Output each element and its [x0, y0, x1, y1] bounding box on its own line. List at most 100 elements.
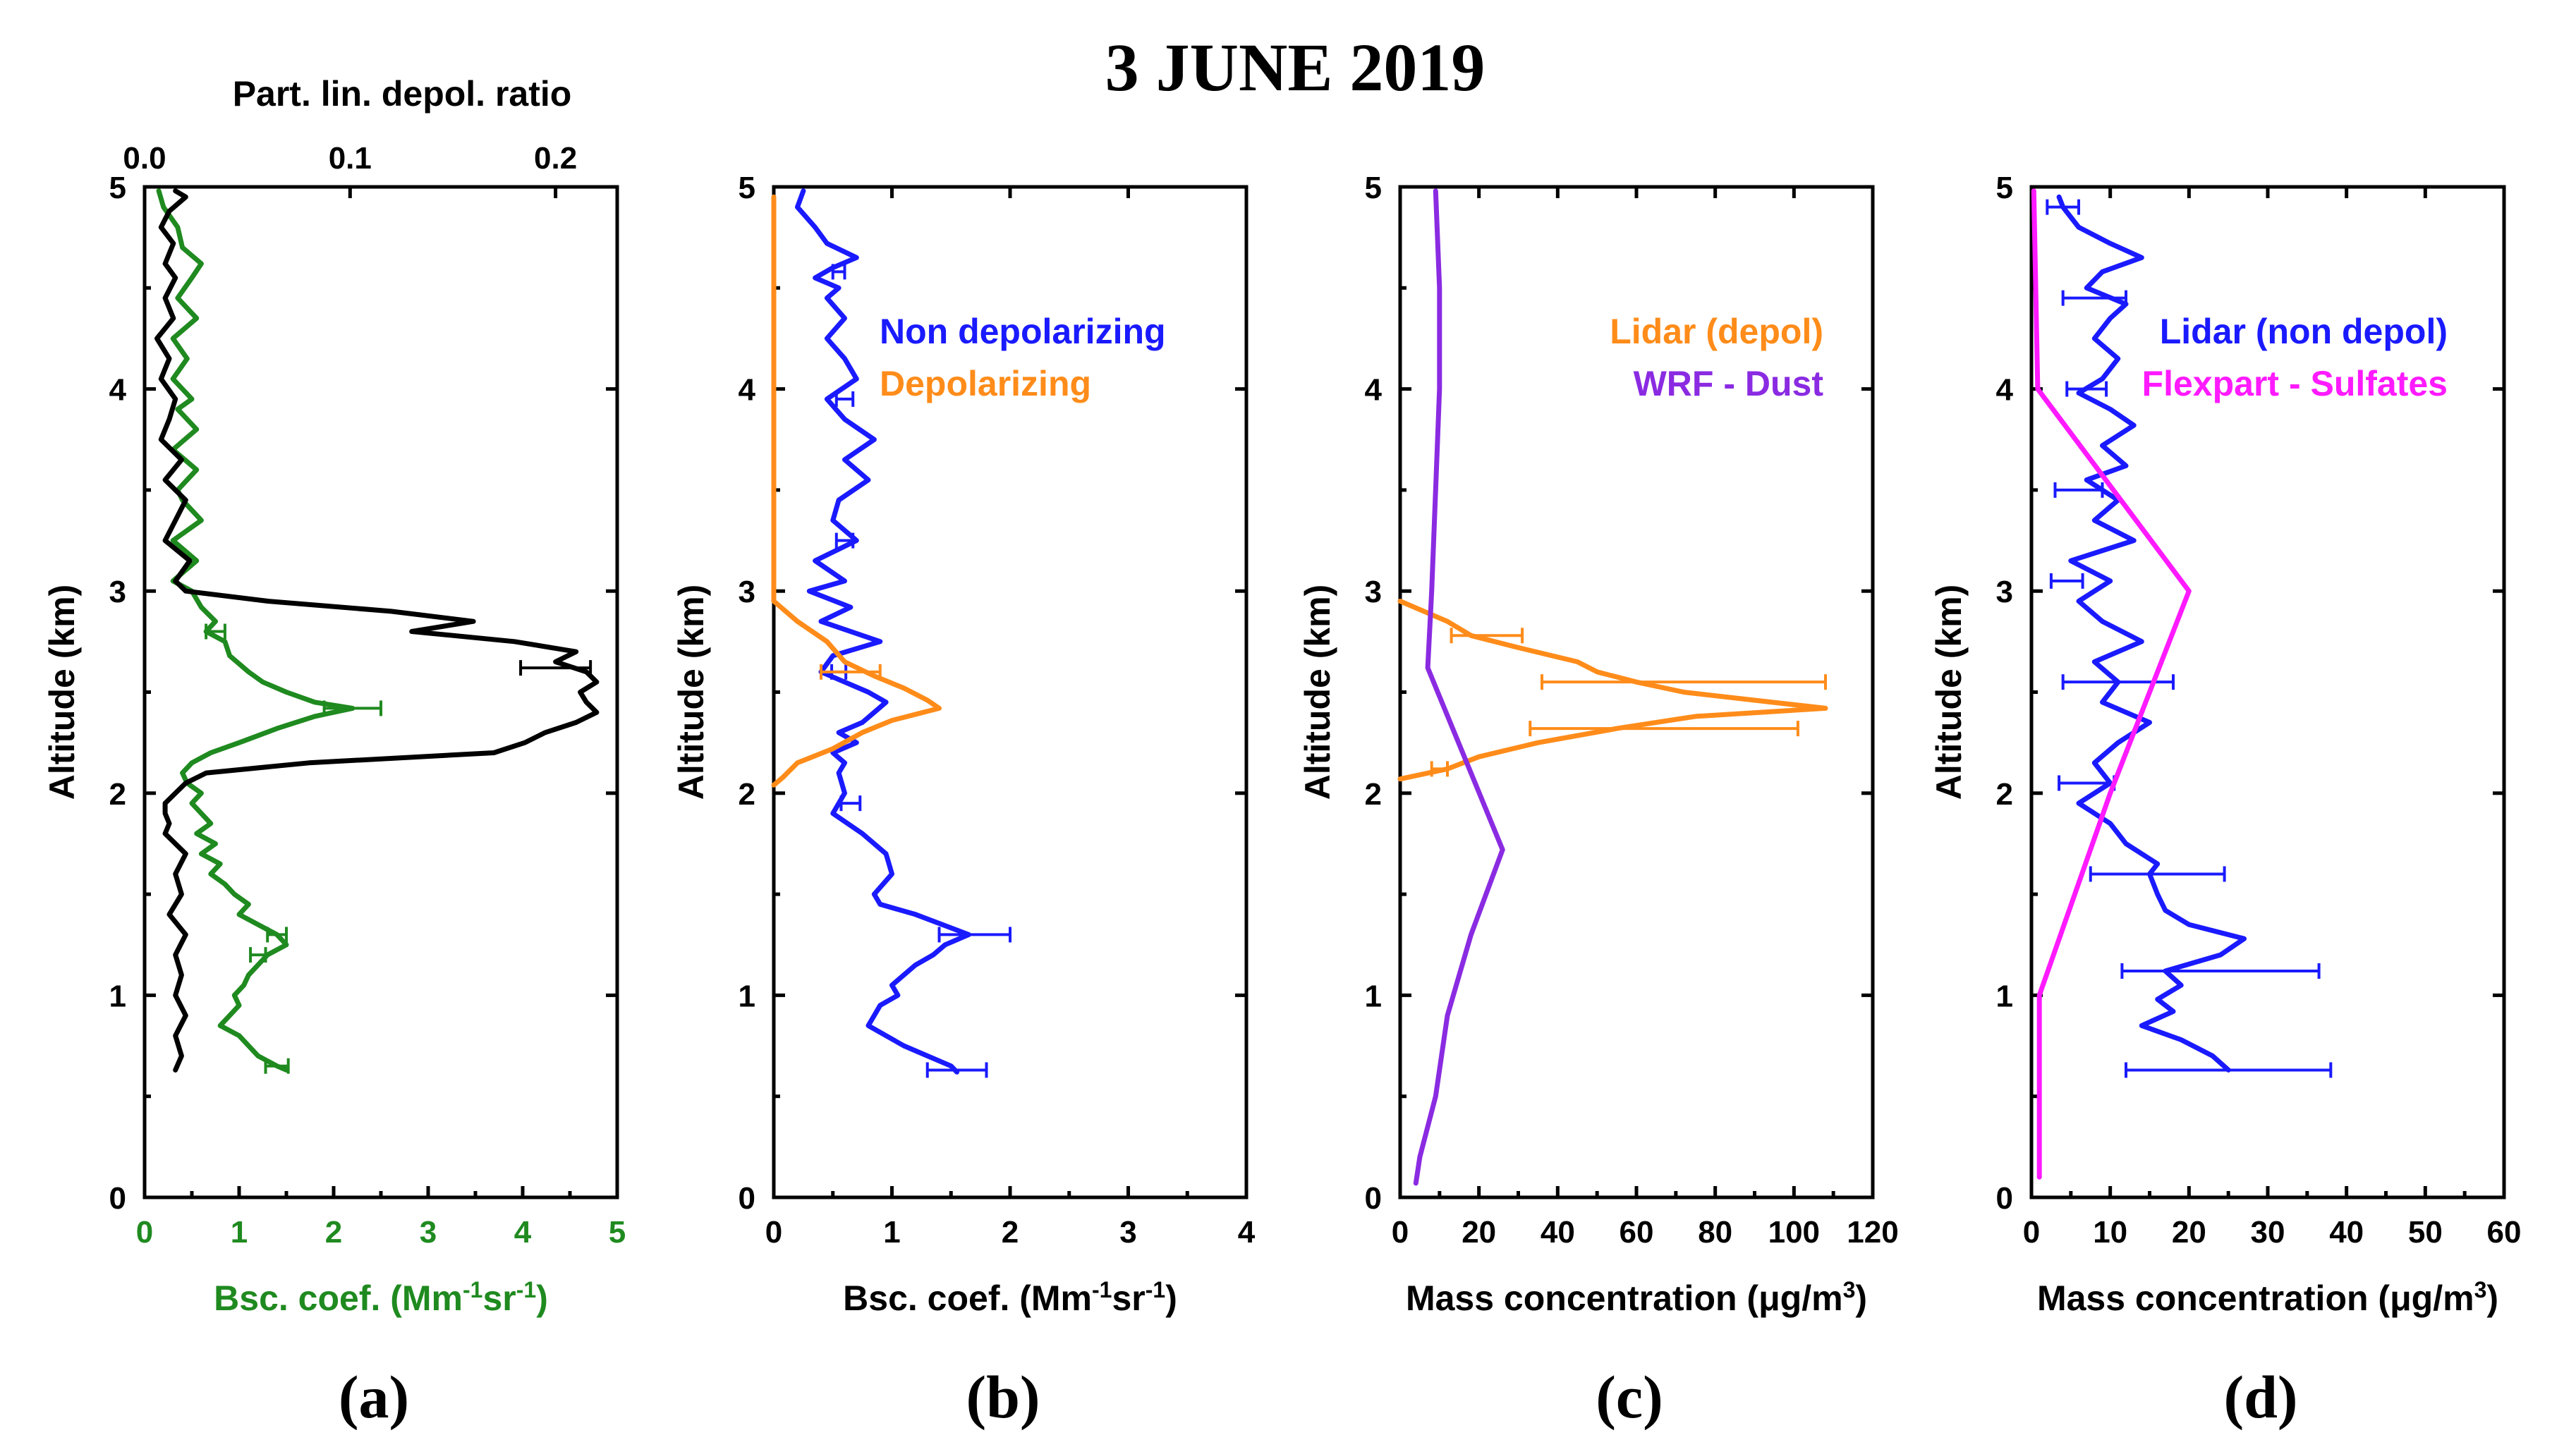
x-axis-label-sup: -1	[1146, 1277, 1165, 1302]
x-tick-label: 20	[1462, 1215, 1496, 1250]
error-bar	[1450, 628, 1524, 644]
error-bar	[1430, 761, 1449, 777]
y-tick-label: 2	[739, 777, 755, 812]
x-axis-label-sup: -1	[516, 1277, 536, 1302]
error-bar	[831, 264, 846, 280]
x-tick-label: 1	[231, 1215, 248, 1250]
error-bar	[937, 927, 1011, 943]
y-tick-label: 1	[1365, 979, 1382, 1013]
y-axis-label: Altitude (km)	[42, 585, 82, 800]
error-bar	[264, 1058, 290, 1074]
error-bar	[322, 700, 382, 716]
y-tick-label: 5	[109, 171, 126, 205]
x2-tick-label: 0.1	[329, 141, 372, 176]
x-tick-label: 60	[1620, 1215, 1654, 1250]
y-tick-label: 5	[1365, 171, 1382, 205]
series-line-magenta	[2031, 188, 2192, 1180]
error-bar	[2061, 290, 2127, 306]
x-tick-label: 20	[2172, 1215, 2206, 1250]
y-axis-label: Altitude (km)	[672, 585, 711, 800]
y-tick-label: 1	[109, 979, 126, 1013]
x-tick-label: 0	[765, 1215, 782, 1250]
error-bar	[249, 947, 267, 963]
x-tick-label: 4	[1238, 1215, 1256, 1250]
x-axis-label-part: Bsc. coef. (Mm	[843, 1278, 1092, 1318]
x2-axis-label: Part. lin. depol. ratio	[233, 74, 572, 114]
x-axis-label-part: Mass concentration (μg/m	[2037, 1278, 2474, 1318]
y-tick-label: 0	[109, 1181, 126, 1216]
series-line-orange	[771, 194, 942, 788]
legend-label: WRF - Dust	[1634, 364, 1824, 403]
x-axis-label-part: Bsc. coef. (Mm	[214, 1278, 463, 1318]
x-axis-label-sup: -1	[1092, 1277, 1112, 1302]
x-tick-label: 1	[883, 1215, 900, 1250]
error-bar	[820, 664, 882, 680]
error-bar	[2049, 573, 2084, 589]
series-line-green	[156, 188, 356, 1073]
error-bar	[925, 1062, 988, 1078]
panel-label: (b)	[966, 1363, 1040, 1431]
x-tick-label: 50	[2408, 1215, 2443, 1250]
x-tick-label: 3	[1119, 1215, 1136, 1250]
x-tick-label: 100	[1768, 1215, 1820, 1250]
x-axis-label: Bsc. coef. (Mm-1sr-1)	[214, 1277, 548, 1318]
x-tick-label: 3	[420, 1215, 437, 1250]
series-line-blue	[2056, 194, 2247, 1073]
x-tick-label: 0	[1392, 1215, 1409, 1250]
y-tick-label: 4	[1365, 373, 1383, 408]
y-tick-label: 2	[1996, 777, 2013, 812]
error-bar	[266, 927, 288, 943]
plot-frame	[142, 185, 619, 1199]
x-tick-label: 2	[325, 1215, 342, 1250]
error-bar	[2065, 381, 2108, 397]
y-tick-label: 3	[1996, 575, 2013, 609]
x-tick-label: 2	[1002, 1215, 1019, 1250]
legend-label: Non depolarizing	[880, 312, 1166, 351]
error-bar	[2125, 1062, 2333, 1078]
series-line-purple	[1413, 188, 1505, 1186]
y-axis-label: Altitude (km)	[1298, 585, 1337, 800]
y-tick-label: 1	[739, 979, 755, 1013]
x-axis-label: Bsc. coef. (Mm-1sr-1)	[843, 1277, 1177, 1318]
x-axis-label-part: )	[1855, 1278, 1867, 1318]
y-tick-label: 0	[1365, 1181, 1382, 1216]
x-tick-label: 120	[1847, 1215, 1898, 1250]
y-axis-label: Altitude (km)	[1929, 585, 1969, 800]
x-axis-label-part: Mass concentration (μg/m	[1406, 1278, 1843, 1318]
figure-title: 3 JUNE 2019	[1105, 30, 1486, 105]
x-axis-label-part: )	[536, 1278, 548, 1318]
y-tick-label: 1	[1996, 979, 2013, 1013]
legend-label: Flexpart - Sulfates	[2142, 364, 2448, 403]
x-axis-label: Mass concentration (μg/m3)	[1406, 1277, 1867, 1318]
error-bar	[519, 660, 593, 676]
x-tick-label: 10	[2093, 1215, 2127, 1250]
legend-label: Lidar (depol)	[1610, 312, 1823, 351]
error-bar	[205, 623, 226, 640]
error-bar	[834, 391, 855, 407]
error-bar	[2046, 199, 2080, 215]
legend-label: Lidar (non depol)	[2160, 312, 2448, 351]
legend-label: Depolarizing	[880, 364, 1091, 403]
error-bar	[839, 795, 862, 812]
x-axis-label: Mass concentration (μg/m3)	[2037, 1277, 2498, 1318]
x-tick-label: 4	[514, 1215, 532, 1250]
x2-tick-label: 0.0	[123, 141, 166, 176]
y-tick-label: 3	[109, 575, 126, 609]
x-tick-label: 5	[609, 1215, 626, 1250]
panel-c: 0 1 2 3 4 5 0 20 40 60 80 100 120 Altitude (km) Mass c…	[1298, 171, 1899, 1431]
x-axis-label-sup: -1	[463, 1277, 482, 1302]
y-tick-label: 4	[1996, 373, 2014, 408]
panel-label: (c)	[1596, 1363, 1663, 1431]
y-tick-label: 4	[109, 373, 127, 408]
x-tick-label: 60	[2487, 1215, 2522, 1250]
x-axis-label-sup: 3	[1843, 1277, 1856, 1302]
error-bar	[2120, 963, 2321, 979]
x-axis-label-part: )	[2486, 1278, 2498, 1318]
y-tick-label: 0	[1996, 1181, 2013, 1216]
x2-tick-label: 0.2	[534, 141, 577, 176]
panel-label: (a)	[339, 1363, 409, 1431]
x-axis-label-part: sr	[1112, 1278, 1145, 1318]
